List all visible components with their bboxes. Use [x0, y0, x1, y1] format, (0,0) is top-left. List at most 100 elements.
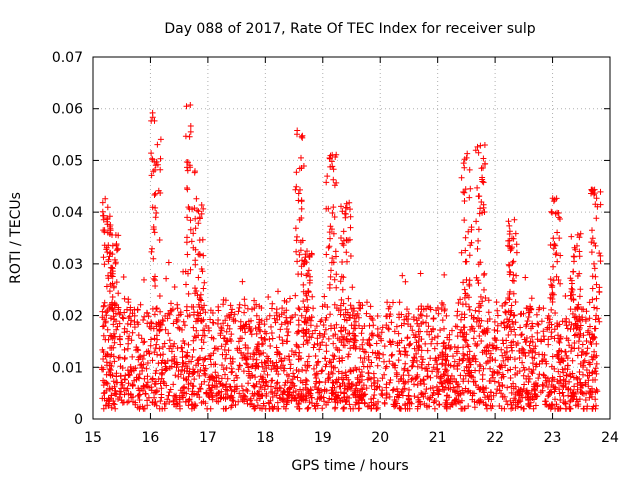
data-point	[151, 158, 158, 165]
data-point	[386, 393, 393, 400]
data-point	[475, 226, 482, 233]
data-point	[106, 250, 113, 257]
data-point	[553, 273, 560, 280]
data-point	[527, 303, 534, 310]
data-point	[526, 309, 533, 316]
data-point	[303, 367, 310, 374]
data-point	[552, 210, 559, 217]
data-point	[153, 320, 160, 327]
data-point	[111, 339, 118, 346]
data-point	[314, 335, 321, 342]
data-point	[326, 285, 333, 291]
data-point	[588, 239, 595, 246]
data-point	[218, 343, 225, 350]
data-point	[466, 303, 472, 310]
data-point	[394, 388, 401, 395]
data-point	[180, 338, 187, 344]
data-point	[321, 398, 328, 405]
data-point	[342, 306, 349, 313]
data-point	[303, 272, 310, 279]
data-point	[479, 386, 486, 393]
data-point	[137, 301, 144, 308]
data-point	[566, 404, 573, 410]
data-point	[591, 240, 598, 247]
data-point	[556, 390, 563, 397]
data-point	[370, 322, 377, 329]
data-point	[289, 394, 296, 401]
data-point	[556, 359, 563, 366]
data-point	[250, 392, 257, 399]
data-point	[248, 317, 254, 324]
data-point	[376, 333, 382, 340]
data-point	[331, 214, 338, 220]
data-point	[285, 329, 292, 335]
data-point	[593, 215, 600, 222]
y-tick-label: 0.03	[52, 257, 83, 273]
data-point	[552, 405, 559, 412]
data-point	[195, 388, 202, 395]
data-point	[465, 378, 472, 385]
data-point	[151, 229, 158, 236]
data-point	[134, 346, 141, 353]
data-point	[345, 295, 352, 302]
data-point	[341, 405, 347, 412]
data-point	[439, 317, 446, 324]
data-point	[435, 369, 442, 375]
data-point	[241, 396, 248, 402]
data-point	[466, 194, 473, 201]
data-point	[180, 360, 187, 366]
data-point	[287, 295, 293, 302]
data-point	[494, 322, 501, 329]
data-point	[164, 357, 171, 364]
data-point	[547, 276, 554, 283]
data-point	[296, 306, 303, 313]
data-point	[536, 304, 543, 311]
data-point	[522, 394, 529, 401]
y-tick-label: 0.02	[52, 309, 83, 325]
data-point	[406, 400, 413, 407]
data-point	[100, 356, 107, 362]
data-point	[371, 386, 378, 393]
data-point	[580, 332, 587, 339]
data-point	[205, 325, 212, 331]
data-point	[563, 372, 570, 379]
data-point	[549, 374, 556, 381]
data-point	[258, 317, 265, 324]
data-point	[463, 154, 470, 161]
data-point	[194, 392, 201, 398]
data-point	[531, 385, 538, 392]
data-point	[365, 369, 372, 376]
data-point	[253, 349, 260, 356]
data-point	[507, 247, 514, 254]
data-point	[313, 378, 320, 385]
data-point	[409, 327, 416, 334]
data-point	[566, 342, 573, 349]
data-point	[210, 319, 217, 326]
data-point	[108, 344, 115, 351]
data-point	[508, 302, 515, 309]
data-point	[465, 343, 472, 350]
data-point	[454, 312, 461, 319]
data-point	[335, 376, 342, 383]
data-point	[153, 332, 160, 339]
data-point	[474, 245, 481, 252]
data-point	[161, 405, 168, 412]
data-point	[552, 310, 559, 316]
data-point	[190, 244, 197, 251]
data-point	[322, 379, 329, 386]
data-point	[591, 265, 598, 272]
data-point	[136, 397, 143, 403]
data-point	[137, 353, 144, 360]
data-point	[563, 352, 570, 359]
data-point	[266, 336, 273, 343]
data-point	[502, 362, 509, 369]
data-point	[347, 206, 353, 213]
data-point	[424, 395, 431, 402]
data-point	[269, 335, 276, 342]
data-point	[550, 235, 557, 242]
data-point	[294, 374, 301, 381]
data-point	[507, 375, 514, 381]
data-point	[101, 242, 108, 249]
data-point	[329, 255, 336, 262]
data-point	[475, 323, 482, 330]
